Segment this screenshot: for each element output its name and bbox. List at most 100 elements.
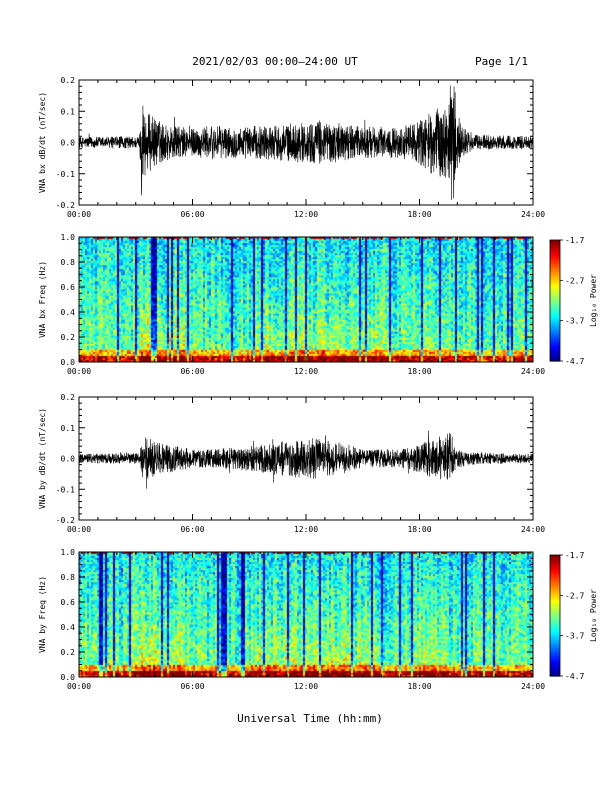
colorbar-segment: [550, 591, 560, 594]
colorbar-segment: [550, 615, 560, 619]
colorbar-segment: [550, 358, 560, 362]
x-tick-label: 06:00: [180, 682, 204, 691]
x-tick-label: 24:00: [521, 210, 545, 219]
y-tick-label: 0.6: [61, 283, 76, 292]
colorbar-segment: [550, 673, 560, 677]
x-axis-title: Universal Time (hh:mm): [237, 712, 383, 725]
colorbar-segment: [550, 298, 560, 302]
series-line: [79, 85, 533, 200]
x-tick-label: 00:00: [67, 525, 91, 534]
colorbar-tick-label: -2.7: [565, 276, 584, 285]
colorbar-segment: [550, 262, 560, 265]
y-tick-label: 0.2: [61, 76, 76, 85]
colorbar-segment: [550, 352, 560, 356]
y-tick-label: 0.6: [61, 598, 76, 607]
y-tick-label: -0.2: [56, 201, 75, 210]
colorbar-segment: [550, 302, 560, 306]
colorbar-segment: [550, 328, 560, 332]
y-tick-label: 0.2: [61, 393, 76, 402]
y-tick-label: 0.0: [61, 139, 76, 148]
colorbar-segment: [550, 571, 560, 574]
colorbar-segment: [550, 344, 560, 348]
colorbar-segment: [550, 645, 560, 649]
colorbar-segment: [550, 324, 560, 328]
colorbar-segment: [550, 320, 560, 324]
x-tick-label: 12:00: [294, 682, 318, 691]
y-tick-label: -0.1: [56, 485, 75, 494]
colorbar-segment: [550, 250, 560, 253]
colorbar-tick-label: -1.7: [565, 236, 584, 245]
colorbar-segment: [550, 575, 560, 578]
colorbar-segment: [550, 256, 560, 259]
y-tick-label: 1.0: [61, 548, 76, 557]
colorbar-segment: [550, 246, 560, 249]
colorbar-segment: [550, 563, 560, 566]
colorbar-segment: [550, 284, 560, 287]
colorbar-segment: [550, 647, 560, 651]
colorbar-segment: [550, 625, 560, 629]
colorbar-tick-label: -1.7: [565, 551, 584, 560]
x-tick-label: 12:00: [294, 367, 318, 376]
colorbar-segment: [550, 346, 560, 350]
colorbar-label: Log₁₀ Power: [589, 274, 598, 327]
colorbar-segment: [550, 619, 560, 623]
x-tick-label: 18:00: [407, 682, 431, 691]
colorbar-tick-label: -3.7: [565, 632, 584, 641]
colorbar-segment: [550, 332, 560, 336]
colorbar-segment: [550, 649, 560, 653]
colorbar-segment: [550, 661, 560, 665]
y-tick-label: 0.0: [61, 455, 76, 464]
y-tick-label: 1.0: [61, 233, 76, 242]
colorbar-segment: [550, 617, 560, 621]
x-tick-label: 00:00: [67, 682, 91, 691]
colorbar-segment: [550, 266, 560, 269]
colorbar-segment: [550, 595, 560, 598]
colorbar-segment: [550, 639, 560, 643]
x-tick-label: 18:00: [407, 367, 431, 376]
series-line: [79, 430, 533, 489]
colorbar-segment: [550, 609, 560, 613]
colorbar-segment: [550, 629, 560, 633]
y-tick-label: 0.2: [61, 648, 76, 657]
colorbar-segment: [550, 565, 560, 568]
colorbar-segment: [550, 336, 560, 340]
colorbar-segment: [550, 581, 560, 584]
colorbar-segment: [550, 342, 560, 346]
colorbar-segment: [550, 310, 560, 314]
x-tick-label: 18:00: [407, 525, 431, 534]
colorbar-segment: [550, 635, 560, 639]
colorbar-segment: [550, 577, 560, 580]
y-tick-label: 0.4: [61, 623, 76, 632]
x-tick-label: 12:00: [294, 210, 318, 219]
colorbar-segment: [550, 242, 560, 245]
colorbar-segment: [550, 330, 560, 334]
colorbar-segment: [550, 288, 560, 292]
colorbar-segment: [550, 316, 560, 320]
colorbar-tick-label: -4.7: [565, 357, 584, 366]
colorbar-segment: [550, 637, 560, 641]
colorbar-segment: [550, 292, 560, 296]
y-tick-label: -0.2: [56, 516, 75, 525]
colorbar-segment: [550, 350, 560, 354]
y-tick-label: 0.8: [61, 258, 76, 267]
colorbar-segment: [550, 308, 560, 312]
colorbar-segment: [550, 559, 560, 562]
x-tick-label: 12:00: [294, 525, 318, 534]
colorbar-segment: [550, 348, 560, 352]
colorbar-segment: [550, 240, 560, 243]
colorbar-segment: [550, 557, 560, 560]
panel-1-axes: 00:00 06:00 12:00 18:00 24:00 0.2 0.1 0.0 -0.1 -0…: [38, 76, 545, 219]
y-axis-label: VNA bx dB/dt (nT/sec): [38, 92, 47, 193]
colorbar-segment: [550, 326, 560, 330]
colorbar-segment: [550, 671, 560, 675]
colorbar-segment: [550, 340, 560, 344]
colorbar-segment: [550, 603, 560, 607]
colorbar-segment: [550, 264, 560, 267]
colorbar-segment: [550, 286, 560, 289]
colorbar-segment: [550, 621, 560, 625]
colorbar-segment: [550, 641, 560, 645]
colorbar-segment: [550, 296, 560, 300]
colorbar-segment: [550, 627, 560, 631]
